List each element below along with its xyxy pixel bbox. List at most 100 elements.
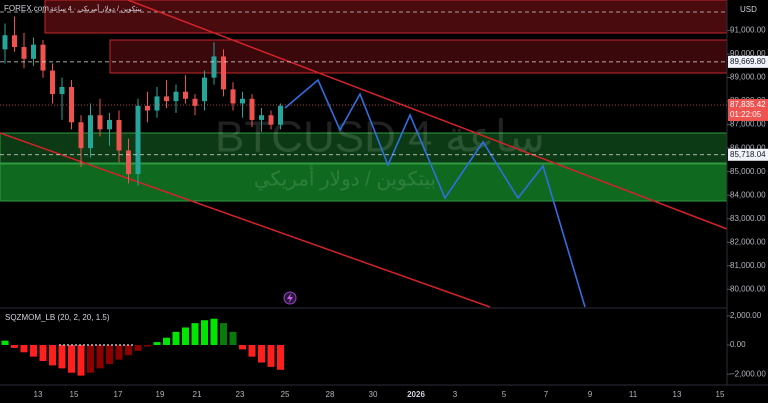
momentum-bar [77, 345, 85, 376]
level-label-box [728, 55, 768, 68]
momentum-bar [182, 327, 189, 345]
candle-body [278, 105, 283, 125]
y-tick-label: 84,000.00 [730, 190, 766, 199]
momentum-bar [1, 340, 9, 345]
momentum-bar [11, 345, 18, 348]
x-tick-label: 13 [673, 390, 682, 399]
candle-body [183, 91, 188, 99]
y-tick-label: 87,000.00 [730, 120, 766, 129]
trend-line [0, 132, 491, 308]
y-tick-label: −2,000.00 [730, 369, 766, 378]
trend-line [127, 0, 728, 230]
candle-body [164, 96, 169, 102]
y-tick-label: 85,000.00 [730, 167, 766, 176]
candle-body [173, 91, 179, 102]
momentum-bar [106, 345, 113, 364]
candle-body [192, 98, 198, 106]
momentum-bar [68, 345, 75, 373]
y-tick-label: 80,000.00 [730, 284, 766, 293]
watermark-name: بيتكوين / دولار أمريكي [254, 164, 436, 190]
x-tick-label: 15 [70, 390, 79, 399]
x-tick-label: 15 [716, 390, 725, 399]
level-label: 85,718.04 [730, 150, 766, 159]
momentum-bar [87, 345, 94, 373]
y-tick-label: 83,000.00 [730, 214, 766, 223]
candle-body [40, 44, 46, 71]
momentum-bar [248, 345, 256, 357]
candle-body [107, 119, 112, 130]
momentum-bar [210, 318, 218, 345]
candle-body [221, 56, 226, 90]
squeeze-dot [91, 344, 93, 346]
x-tick-label: 11 [629, 390, 638, 399]
momentum-bar [39, 345, 47, 362]
candle-body [240, 98, 245, 104]
squeeze-dot [119, 344, 121, 346]
squeeze-dot [95, 344, 97, 346]
x-tick-label: 28 [326, 390, 335, 399]
momentum-bar [239, 345, 246, 350]
x-tick-label: 5 [502, 390, 507, 399]
momentum-bar [201, 320, 208, 345]
watermark-symbol: BTCUSD 4 ساعة [215, 113, 545, 162]
candle-body [211, 56, 217, 78]
y-tick-label: 0.00 [730, 340, 746, 349]
squeeze-dot [115, 344, 117, 346]
candle-body [259, 115, 264, 120]
squeeze-dot [75, 344, 77, 346]
y-tick-label: 91,000.00 [730, 26, 766, 35]
momentum-bar [134, 345, 142, 351]
squeeze-dot [83, 344, 85, 346]
level-label-box [728, 148, 768, 161]
symbol-title: بيتكوين / دولار أمريكي · 4 ساعة [50, 3, 142, 13]
level-label: 89,669.80 [730, 57, 766, 66]
squeeze-dot [111, 344, 113, 346]
momentum-bar [30, 345, 37, 357]
momentum-bar [58, 345, 66, 369]
x-tick-label: 19 [156, 390, 165, 399]
candle-body [268, 115, 274, 125]
y-tick-label: 2,000.00 [730, 311, 762, 320]
candle-body [21, 47, 27, 59]
momentum-bar [163, 337, 170, 345]
momentum-bar [144, 345, 151, 347]
resistance-zone [109, 39, 728, 74]
alert-icon-bolt [287, 293, 293, 303]
momentum-bar [153, 342, 161, 345]
x-tick-label: 9 [588, 390, 593, 399]
candle-body [145, 105, 150, 111]
candle-body [69, 87, 74, 123]
x-tick-label: 3 [453, 390, 458, 399]
candle-body [126, 150, 131, 175]
candle-body [202, 77, 207, 102]
currency: USD [740, 5, 757, 14]
squeeze-dot [87, 344, 89, 346]
candle-body [154, 96, 160, 111]
momentum-bar [172, 331, 180, 345]
squeeze-dot [127, 344, 129, 346]
squeeze-dot [103, 344, 105, 346]
momentum-bar [115, 345, 123, 360]
x-tick-label: 13 [34, 390, 43, 399]
candle-body [31, 44, 36, 59]
momentum-bar [220, 323, 227, 345]
momentum-bar [191, 323, 199, 345]
momentum-bar [20, 345, 28, 353]
candle-body [78, 122, 84, 149]
projection-path [284, 78, 586, 308]
momentum-bar [277, 345, 284, 370]
x-tick-label: 17 [114, 390, 123, 399]
squeeze-dot [99, 344, 101, 346]
countdown: 01:22:05 [730, 110, 762, 119]
y-tick-label: 86,000.00 [730, 143, 766, 152]
momentum-bar [267, 345, 275, 367]
x-tick-label: 7 [544, 390, 549, 399]
candle-body [50, 70, 55, 95]
squeeze-dot [59, 344, 61, 346]
candle-body [88, 115, 93, 149]
x-tick-label: 30 [369, 390, 378, 399]
x-tick-label: 2026 [407, 390, 425, 399]
squeeze-dot [131, 344, 133, 346]
last-price-box [728, 98, 768, 121]
momentum-bar [258, 345, 265, 363]
